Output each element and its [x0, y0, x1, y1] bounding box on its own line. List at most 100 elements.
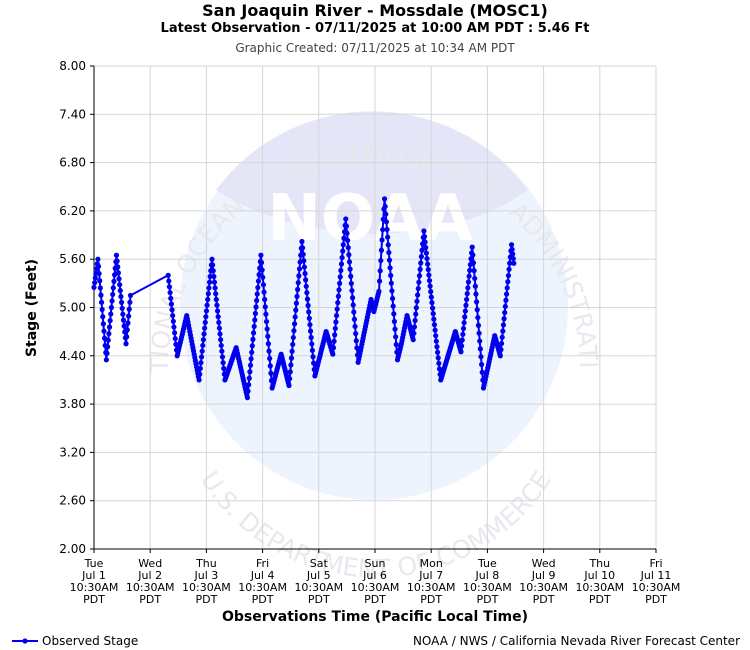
observation-point [261, 289, 267, 295]
x-tick-label-time: 10:30AM [351, 581, 400, 594]
observation-point [219, 348, 225, 354]
y-tick-label: 2.00 [59, 542, 86, 556]
legend-label: Observed Stage [42, 634, 139, 648]
observation-point [353, 338, 359, 344]
observation-point [268, 370, 274, 376]
observation-point [296, 266, 303, 272]
observation-point [106, 324, 113, 330]
observation-point [475, 322, 482, 328]
observation-point [425, 266, 431, 273]
x-tick-label-date: Jul 1 [81, 569, 106, 582]
observation-point [121, 323, 127, 329]
x-tick-label-tz: PDT [195, 593, 217, 606]
x-tick-label-time: 10:30AM [294, 581, 343, 594]
observation-point [433, 338, 439, 344]
observation-point [245, 388, 251, 394]
observation-point [120, 317, 127, 323]
observation-point [113, 252, 120, 258]
latest-observation: Latest Observation - 07/11/2025 at 10:00… [160, 21, 590, 36]
observation-point [110, 291, 116, 298]
watermark-logo-text: NOAA [267, 182, 473, 256]
observation-point [254, 297, 260, 304]
x-tick-label-day: Sun [365, 557, 386, 570]
x-tick-label-day: Thu [195, 557, 217, 570]
observation-point [338, 261, 345, 267]
observation-point [415, 285, 421, 292]
x-axis-label: Observations Time (Pacific Local Time) [222, 609, 528, 625]
x-tick-label-day: Wed [532, 557, 556, 570]
observation-point [421, 228, 427, 234]
observation-point [461, 320, 467, 326]
observation-point [301, 258, 307, 264]
observation-point [249, 349, 255, 355]
observation-point [410, 337, 416, 343]
observation-point [421, 233, 428, 240]
observation-point [436, 366, 443, 372]
observation-point [428, 289, 434, 295]
observation-point [263, 318, 270, 325]
observation-point [107, 317, 113, 324]
observation-point [460, 325, 467, 332]
observation-point [165, 272, 171, 278]
observation-point [124, 327, 130, 333]
observation-point [339, 254, 345, 261]
observation-point [170, 318, 176, 324]
x-tick-label-time: 10:30AM [182, 581, 231, 594]
observation-point [465, 279, 472, 285]
credit-text: NOAA / NWS / California Nevada River For… [412, 634, 740, 648]
observation-point [385, 242, 391, 248]
observation-point [433, 333, 439, 339]
observation-point [105, 344, 111, 350]
observation-point [96, 270, 102, 277]
observation-point [295, 280, 301, 286]
observation-point [260, 282, 267, 288]
observation-point [330, 345, 337, 351]
y-tick-label: 2.60 [59, 494, 86, 508]
observation-point [210, 268, 216, 274]
noaa-watermark: NOAA NATIONAL OCEANIC AND ATMOSPHERIC AD… [0, 0, 603, 584]
observation-point [423, 250, 429, 256]
observation-point [426, 277, 433, 284]
observation-point [265, 333, 271, 339]
observation-point [352, 323, 358, 330]
observation-point [509, 246, 515, 252]
observation-point [505, 279, 511, 285]
observation-point [118, 299, 125, 306]
observation-point [510, 251, 516, 257]
observation-point [434, 344, 440, 350]
x-tick-label-time: 10:30AM [575, 581, 624, 594]
observation-point [95, 256, 101, 262]
observation-point [333, 319, 339, 325]
y-tick-label: 7.40 [59, 107, 86, 121]
observation-point [171, 324, 177, 330]
observation-point [381, 196, 388, 202]
observation-point [508, 242, 515, 248]
observation-point [386, 257, 393, 263]
y-tick-label: 3.20 [59, 445, 86, 459]
observation-point [108, 311, 114, 317]
x-tick-label-day: Wed [138, 557, 162, 570]
observation-point [502, 309, 508, 316]
x-tick-label-tz: PDT [139, 593, 161, 606]
observation-point [202, 325, 208, 331]
observation-point [287, 376, 293, 382]
observation-point [288, 355, 295, 361]
observation-point [301, 264, 308, 270]
observation-point [200, 342, 206, 349]
observation-point [211, 273, 217, 280]
observation-point [260, 274, 266, 280]
observation-point [503, 297, 509, 303]
observation-point [477, 338, 483, 344]
observation-point [210, 262, 216, 268]
observation-point [340, 242, 346, 248]
observation-point [246, 382, 252, 388]
observation-point [209, 256, 215, 262]
observation-point [220, 360, 226, 366]
observation-point [416, 273, 423, 279]
observation-point [302, 270, 308, 277]
observation-point [166, 284, 173, 290]
observation-point [309, 341, 315, 347]
observation-point [385, 234, 391, 240]
observation-point [252, 310, 258, 317]
